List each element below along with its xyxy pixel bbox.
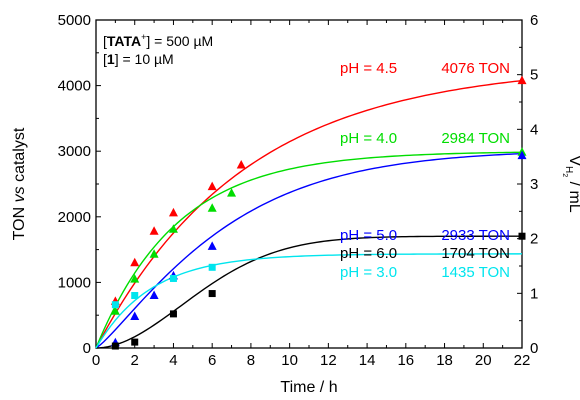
data-point-square	[208, 263, 216, 271]
series-label-ton: 1704 TON	[441, 245, 510, 262]
series-label-ph: pH = 6.0	[340, 245, 397, 262]
y2-tick-label: 3	[530, 176, 538, 193]
series-label-ton: 2933 TON	[441, 227, 510, 244]
series-label-ph: pH = 5.0	[340, 227, 397, 244]
x-tick-label: 12	[320, 352, 337, 369]
y-tick-label: 5000	[58, 12, 91, 29]
data-point-triangle	[168, 207, 178, 217]
y-tick-label: 4000	[58, 78, 91, 95]
series-labels: pH = 4.5 4076 TON pH = 4.0 2984 TON pH = 5.0…	[340, 60, 510, 281]
series-label-ton: 2984 TON	[441, 130, 510, 147]
x-tick-label: 18	[436, 352, 453, 369]
annotation-catalyst: [1] = 10 µM	[103, 51, 174, 67]
x-tick-label: 2	[131, 352, 139, 369]
fit-curve	[95, 235, 522, 349]
x-tick-label: 8	[247, 352, 255, 369]
x-tick-label: 10	[281, 352, 298, 369]
series-label-ph: pH = 3.0	[340, 264, 397, 281]
data-point-triangle	[110, 306, 120, 315]
data-point-triangle	[149, 249, 159, 258]
y-tick-label: 1000	[58, 274, 91, 291]
fit-curves	[95, 79, 523, 349]
y2-axis-title: VH2 / mL	[561, 155, 580, 212]
y-tick-label: 3000	[58, 143, 91, 160]
x-tick-label: 0	[92, 352, 100, 369]
data-point-triangle	[130, 274, 140, 283]
data-point-triangle	[149, 226, 159, 235]
data-point-triangle	[207, 241, 217, 250]
data-point-triangle	[517, 75, 527, 85]
x-tick-label: 20	[475, 352, 492, 369]
data-point-triangle	[130, 257, 140, 267]
fit-curve	[95, 79, 523, 349]
data-point-triangle	[168, 224, 178, 233]
x-axis-title: Time / h	[280, 379, 337, 396]
x-tick-label: 14	[359, 352, 376, 369]
data-point-square	[111, 301, 119, 309]
y2-tick-label: 4	[530, 121, 538, 138]
x-tick-label: 16	[397, 352, 414, 369]
y-tick-label: 2000	[58, 209, 91, 226]
data-point-square	[131, 338, 139, 346]
data-point-square	[208, 290, 216, 298]
series-label-ton: 1435 TON	[441, 264, 510, 281]
data-point-square	[518, 232, 526, 240]
x-tick-label: 6	[208, 352, 216, 369]
y-tick-label: 0	[83, 340, 91, 357]
data-point-square	[169, 274, 177, 282]
x-tick-label: 22	[514, 352, 531, 369]
data-point-square	[131, 292, 139, 300]
data-point-triangle	[236, 159, 246, 169]
annotation-box: [TATA+] = 500 µM [1] = 10 µM	[103, 32, 213, 67]
data-point-triangle	[207, 203, 217, 212]
data-point-triangle	[207, 181, 217, 191]
series-label-ton: 4076 TON	[441, 60, 510, 77]
y2-tick-label: 2	[530, 231, 538, 248]
data-point-triangle	[227, 188, 237, 197]
x-tick-label: 4	[169, 352, 177, 369]
series-label-ph: pH = 4.0	[340, 130, 397, 147]
annotation-tata: [TATA+] = 500 µM	[103, 32, 213, 49]
y-axis-title: TON vs catalyst	[11, 127, 28, 240]
data-point-triangle	[130, 311, 140, 321]
data-point-triangle	[517, 150, 527, 160]
y2-tick-label: 0	[530, 340, 538, 357]
data-point-triangle	[149, 290, 159, 300]
y2-tick-label: 6	[530, 12, 538, 29]
fit-curve	[95, 152, 523, 349]
y2-tick-label: 1	[530, 285, 538, 302]
axis-ticks: 0 2 4 6 8 10 12 14 16 18 20 22010002000300040005000…	[58, 12, 539, 369]
fit-curve	[95, 151, 523, 349]
data-point-square	[169, 310, 177, 318]
series-label-ph: pH = 4.5	[340, 60, 397, 77]
data-point-square	[111, 342, 119, 350]
y2-tick-label: 5	[530, 67, 538, 84]
fit-curve	[95, 253, 523, 349]
data-points	[110, 75, 527, 350]
